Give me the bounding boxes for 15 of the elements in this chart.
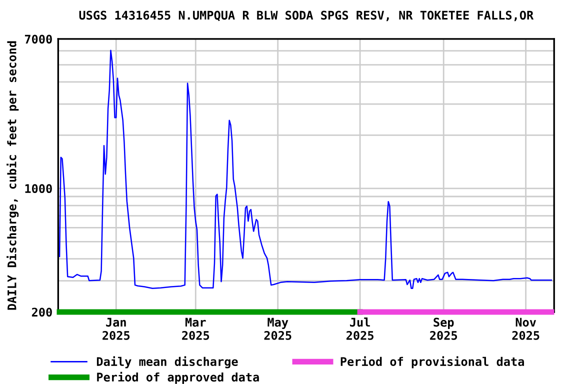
x-tick-label: Jul 2025 [346,318,374,340]
x-tick-label: Sep 2025 [430,318,458,340]
y-tick-label: 1000 [25,184,52,194]
chart-title: USGS 14316455 N.UMPQUA R BLW SODA SPGS RESV, NR TOKETEE FALLS,OR [79,10,534,22]
x-tick-label: Jan 2025 [102,318,130,340]
legend-label: Period of approved data [97,372,259,384]
y-axis-title: DAILY Discharge, cubic feet per second [6,41,19,310]
y-tick-label: 200 [32,308,52,317]
x-tick-label: May 2025 [264,318,292,340]
legend-label: Daily mean discharge [96,356,238,368]
y-tick-label: 7000 [24,34,52,44]
x-tick-label: Nov 2025 [512,318,540,340]
legend-label: Period of provisional data [340,356,524,368]
x-tick-label: Mar 2025 [182,318,210,340]
line-series [58,50,552,290]
